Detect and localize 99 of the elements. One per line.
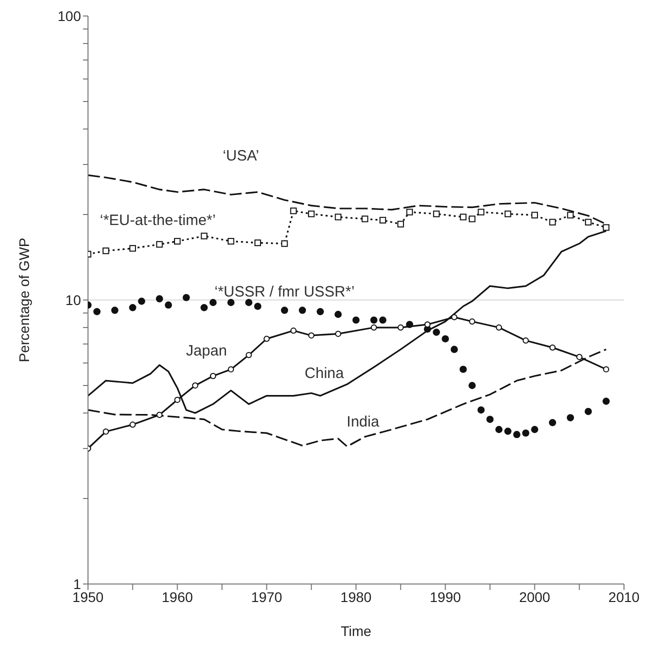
point — [138, 298, 146, 305]
point — [451, 314, 458, 320]
point — [102, 428, 109, 435]
point — [334, 310, 342, 318]
point — [102, 248, 110, 254]
point — [174, 396, 180, 403]
series-label: ‘*EU-at-the-time*’ — [100, 212, 216, 229]
point — [200, 232, 208, 240]
point — [468, 382, 476, 390]
series-label: India — [346, 414, 380, 431]
point — [477, 406, 485, 414]
point — [531, 426, 538, 434]
point — [468, 216, 476, 222]
point — [548, 419, 556, 426]
y-tick-label: 100 — [58, 8, 82, 24]
point — [432, 328, 440, 336]
point — [227, 298, 235, 306]
point — [281, 240, 288, 247]
point — [522, 429, 530, 437]
point — [93, 308, 101, 316]
point — [280, 306, 288, 314]
point — [210, 372, 216, 380]
point — [603, 366, 610, 372]
point — [460, 214, 466, 220]
point — [397, 220, 404, 228]
point — [308, 210, 315, 218]
x-tick-label: 1990 — [430, 588, 462, 605]
point — [362, 216, 368, 222]
point — [182, 294, 190, 302]
point — [531, 212, 538, 218]
point — [495, 426, 503, 434]
x-tick-label: 2010 — [608, 588, 640, 605]
point — [298, 306, 306, 314]
point — [486, 416, 494, 423]
point — [200, 304, 208, 312]
point — [398, 324, 404, 331]
point — [567, 212, 574, 218]
point — [245, 298, 252, 306]
y-axis-title: Percentage of GWP — [16, 238, 32, 362]
point — [264, 336, 270, 342]
point — [290, 208, 297, 214]
point — [228, 238, 234, 245]
x-tick-label: 1980 — [340, 588, 372, 605]
point — [246, 352, 252, 358]
point — [602, 398, 610, 405]
point — [576, 354, 582, 360]
point — [209, 298, 217, 306]
point — [566, 414, 574, 422]
point — [478, 208, 484, 216]
point — [352, 316, 360, 324]
point — [602, 224, 610, 231]
point — [156, 412, 163, 418]
x-tick-label: 1970 — [251, 588, 282, 605]
point — [442, 335, 449, 342]
series-label: ‘*USSR / fmr USSR*’ — [214, 283, 355, 300]
point — [504, 428, 512, 435]
point — [450, 346, 458, 353]
point — [584, 218, 592, 226]
point — [504, 210, 512, 218]
point — [156, 295, 164, 302]
point — [129, 245, 136, 252]
point — [549, 218, 556, 226]
point — [164, 301, 172, 309]
point — [192, 382, 198, 389]
point — [496, 324, 502, 331]
y-tick-label: 10 — [65, 292, 82, 308]
point — [460, 366, 467, 373]
point — [130, 422, 136, 428]
point — [335, 330, 342, 337]
point — [254, 302, 262, 310]
point — [549, 344, 556, 351]
point — [156, 241, 163, 248]
point — [174, 238, 181, 245]
point — [308, 332, 314, 339]
point — [406, 320, 414, 328]
x-tick-label: 1960 — [162, 588, 194, 605]
point — [513, 430, 520, 438]
series-label: ‘USA’ — [222, 148, 260, 165]
x-axis-title: Time — [340, 623, 372, 639]
point — [380, 216, 386, 224]
point — [316, 308, 324, 316]
point — [228, 366, 234, 372]
point — [406, 208, 413, 216]
point — [290, 328, 297, 334]
x-tick-label: 2000 — [519, 588, 550, 605]
point — [111, 306, 118, 314]
point — [254, 240, 262, 246]
point — [584, 408, 592, 416]
point — [433, 210, 440, 218]
point — [379, 316, 386, 324]
point — [334, 214, 342, 220]
point — [370, 316, 378, 324]
point — [424, 321, 431, 328]
point — [129, 304, 136, 312]
point — [469, 318, 476, 325]
series-label: China — [304, 364, 345, 382]
point — [522, 337, 529, 344]
series-label: Japan — [186, 342, 227, 360]
point — [370, 324, 377, 331]
